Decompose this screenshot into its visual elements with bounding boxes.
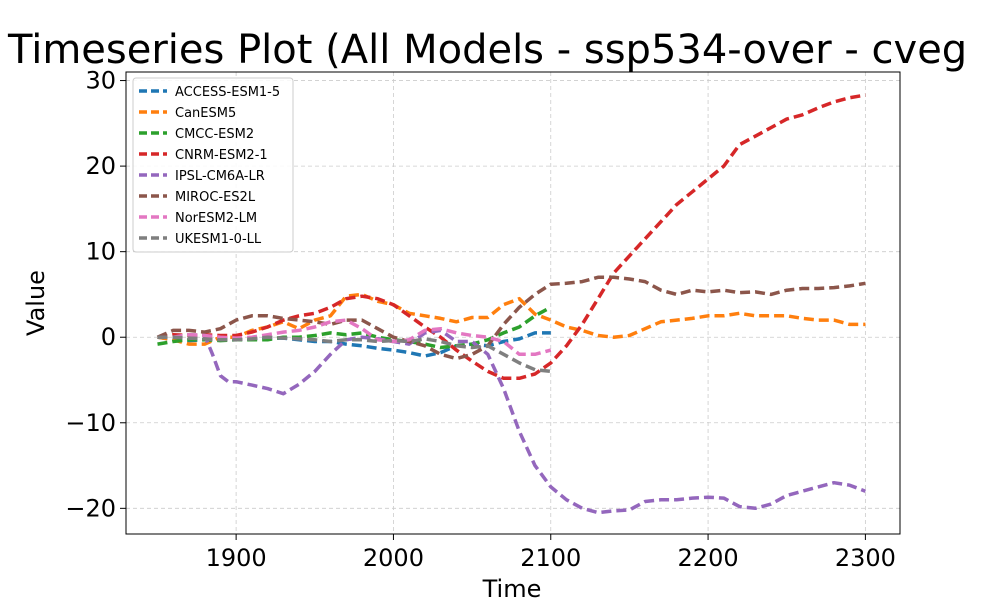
legend-label: CMCC-ESM2 (175, 127, 254, 142)
series-lines (156, 93, 867, 515)
chart-title: Timeseries Plot (All Models - ssp534-ove… (7, 27, 967, 73)
series-line-noresm2-lm (157, 318, 552, 357)
legend-label: ACCESS-ESM1-5 (175, 85, 280, 100)
y-tick-label: 20 (85, 152, 116, 180)
series-line-cnrm-esm2-1 (157, 93, 866, 381)
legend-label: IPSL-CM6A-LR (175, 169, 265, 184)
legend-label: NorESM2-LM (175, 211, 257, 226)
x-tick-label: 2100 (520, 544, 581, 572)
y-tick-label: 10 (85, 238, 116, 266)
legend-box (132, 77, 294, 253)
y-tick-label: −10 (65, 409, 116, 437)
x-tick-label: 2200 (678, 544, 739, 572)
y-tick-label: 30 (85, 67, 116, 95)
series-line-canesm5 (157, 292, 866, 346)
series-line-ipsl-cm6a-lr (157, 328, 867, 515)
legend-label: MIROC-ES2L (175, 190, 256, 205)
series-line-ukesm1-0-ll (157, 335, 551, 374)
legend-label: UKESM1-0-LL (175, 232, 262, 247)
x-tick-label: 1900 (206, 544, 267, 572)
y-tick-label: 0 (101, 323, 116, 351)
x-tick-label: 2000 (363, 544, 424, 572)
x-axis-ticks: 1900 2000 2100 2200 2300 (206, 534, 896, 572)
legend: ACCESS-ESM1-5 CanESM5 CMCC-ESM2 CNRM-ESM2-1… (132, 77, 294, 253)
x-tick-label: 2300 (835, 544, 896, 572)
x-axis-label: Time (482, 575, 542, 600)
series-line-miroc-es2l (156, 275, 866, 361)
plot-frame (125, 71, 901, 535)
y-axis-ticks: −20 −10 0 10 20 30 (65, 67, 126, 522)
legend-label: CanESM5 (175, 106, 236, 121)
y-axis-label: Value (22, 270, 50, 336)
legend-label: CNRM-ESM2-1 (175, 148, 268, 163)
y-tick-label: −20 (65, 494, 116, 522)
